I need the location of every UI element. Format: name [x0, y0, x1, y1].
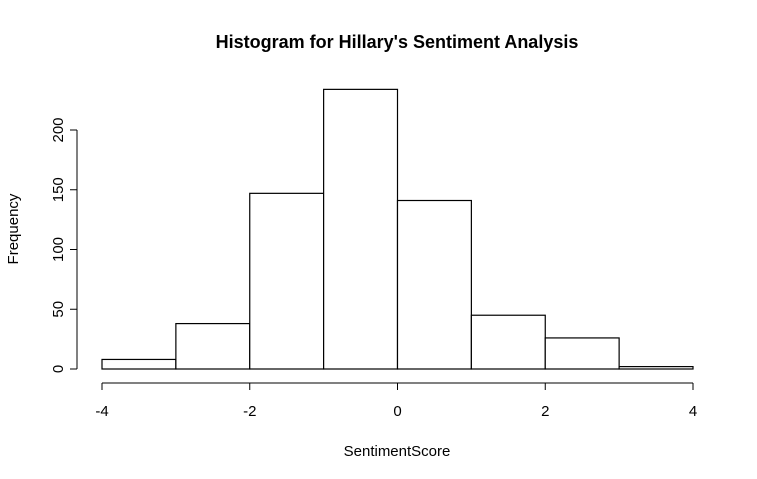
histogram-bar [470, 314, 546, 370]
histogram-bar [175, 322, 251, 370]
x-tick-label: 2 [541, 403, 549, 420]
x-tick-label: 0 [393, 403, 401, 420]
histogram-bar [544, 337, 620, 370]
histogram-bar [396, 199, 472, 370]
histogram-bar [323, 88, 399, 370]
y-tick-label: 0 [50, 365, 67, 373]
y-axis: 0 50 100 150 200 [50, 117, 78, 373]
y-tick-label: 50 [50, 301, 67, 318]
histogram-bar [249, 192, 325, 370]
x-tick-label: -2 [243, 403, 256, 420]
histogram-bar [618, 366, 694, 370]
x-axis-label: SentimentScore [344, 443, 451, 460]
y-tick-label: 100 [50, 237, 67, 262]
y-tick-label: 200 [50, 117, 67, 142]
bars-group [101, 88, 694, 370]
x-tick-label: -4 [95, 403, 108, 420]
x-tick-label: 4 [689, 403, 697, 420]
y-tick-label: 150 [50, 177, 67, 202]
y-axis-label: Frequency [5, 193, 22, 264]
x-axis: -4 -2 0 2 4 [95, 382, 697, 420]
chart-title: Histogram for Hillary's Sentiment Analys… [216, 32, 579, 52]
histogram-bar [101, 358, 177, 370]
